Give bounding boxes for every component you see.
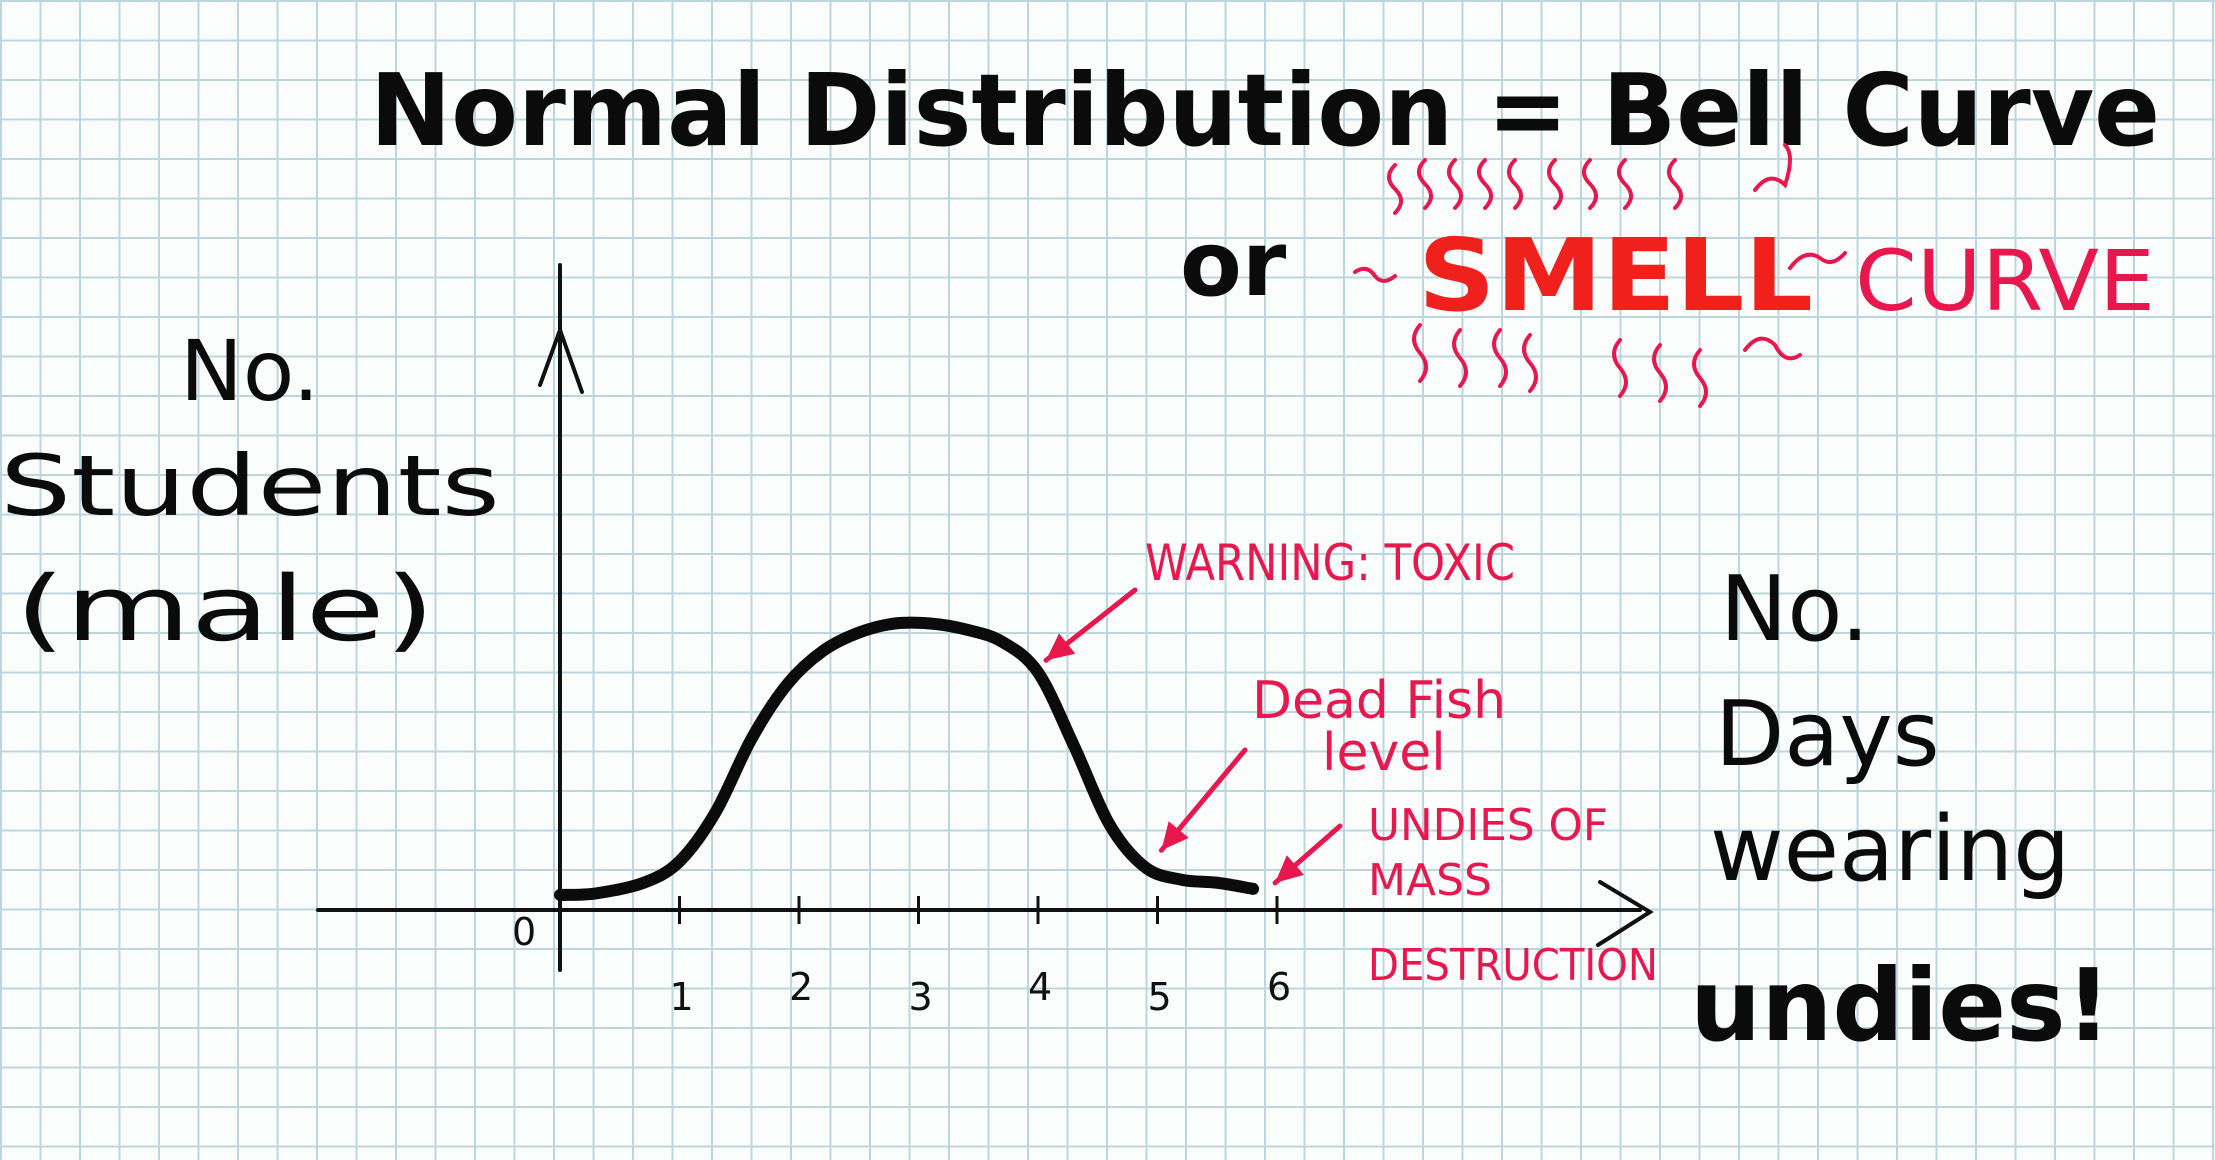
annotation-undies-arrow-head [1275,855,1305,883]
subtitle-smell: SMELL [1418,217,1813,334]
x-axis-ticks: 1 2 3 4 5 6 [670,896,1291,1019]
annotation-dead-fish-arrow-head [1161,821,1189,851]
y-axis-label: No. Students (male) [0,322,500,662]
y-axis-label-line-2: Students [0,437,500,535]
x-axis-label-line-4: undies! [1690,947,2111,1064]
annotation-undies-line-1: UNDIES OF [1368,800,1608,851]
subtitle-or: or [1180,212,1287,317]
y-axis-label-line-3: (male) [15,557,435,662]
x-tick-label-5: 5 [1148,975,1172,1019]
annotation-dead-fish-line-2: level [1322,723,1446,783]
annotation-warning-arrow-head [1046,633,1076,661]
x-axis-label: No. Days wearing undies! [1690,557,2111,1064]
bell-curve-line [554,616,1260,901]
origin-label: 0 [512,910,536,954]
chart-title: Normal Distribution = Bell Curve [370,52,2160,169]
annotation-dead-fish-line-1: Dead Fish [1252,671,1506,731]
x-tick-label-4: 4 [1028,965,1052,1009]
x-tick-label-2: 2 [789,965,813,1009]
x-tick-label-1: 1 [670,975,694,1019]
y-axis-label-line-1: No. [180,322,319,420]
smell-waves [1353,143,1847,408]
x-tick-label-3: 3 [909,975,933,1019]
x-tick-label-6: 6 [1267,965,1291,1009]
x-axis-label-line-1: No. [1720,557,1869,662]
x-axis-label-line-3: wearing [1710,797,2070,902]
axes [316,263,1654,972]
x-axis-label-line-2: Days [1715,682,1940,787]
y-axis-arrow-icon [538,324,584,394]
annotation-warning-toxic: WARNING: TOXIC [1145,534,1515,592]
annotation-undies-line-2: MASS [1368,855,1492,906]
subtitle-curve: CURVE [1855,232,2155,330]
annotation-undies-line-3: DESTRUCTION [1368,940,1658,991]
x-axis-arrow-icon [1596,880,1654,947]
curve-layer [554,616,1260,901]
